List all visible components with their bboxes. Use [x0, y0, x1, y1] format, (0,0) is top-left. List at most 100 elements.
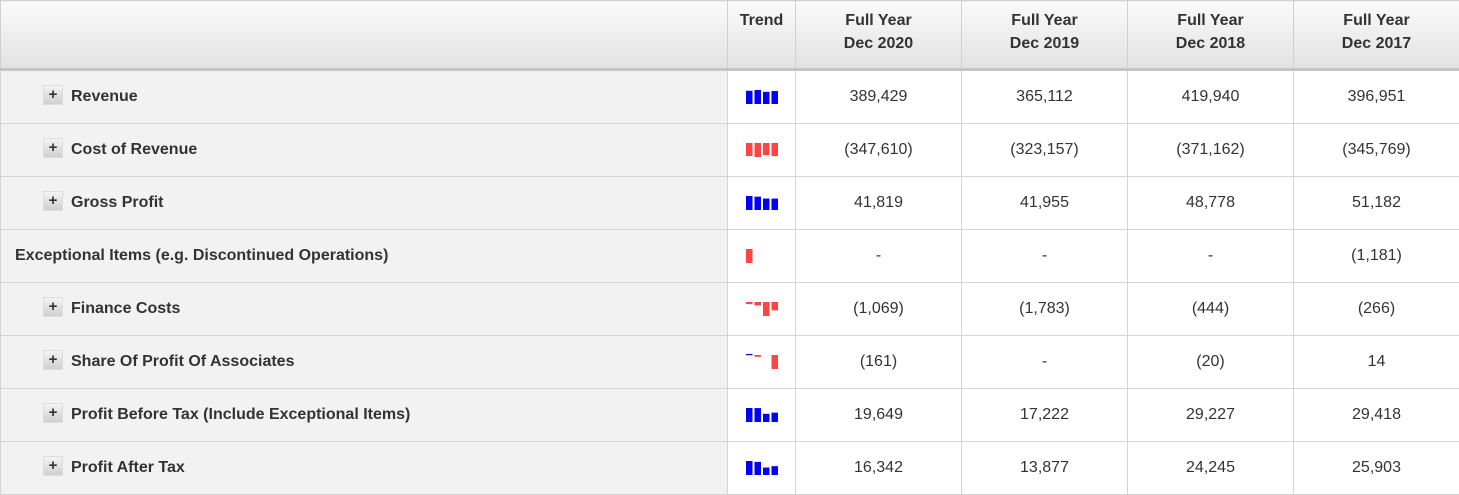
value-cell: 25,903 — [1294, 442, 1459, 495]
value-cell: (1,181) — [1294, 230, 1459, 283]
expand-plus-icon[interactable]: + — [43, 297, 63, 317]
header-line: Dec 2018 — [1129, 32, 1292, 55]
trend-cell — [728, 70, 796, 124]
value-cell: 24,245 — [1128, 442, 1294, 495]
trend-bar — [746, 91, 753, 104]
value-cell: 29,227 — [1128, 389, 1294, 442]
row-label: Exceptional Items (e.g. Discontinued Ope… — [15, 247, 388, 264]
value-cell: (20) — [1128, 336, 1294, 389]
row-label: Profit Before Tax (Include Exceptional I… — [71, 406, 410, 423]
value-cell: (323,157) — [962, 124, 1128, 177]
value-cell: - — [962, 336, 1128, 389]
trend-bar — [746, 408, 753, 422]
trend-bar — [763, 199, 770, 210]
value-cell: - — [962, 230, 1128, 283]
trend-bar — [746, 302, 753, 304]
expand-plus-icon[interactable]: + — [43, 191, 63, 211]
trend-bar — [754, 90, 761, 104]
expand-plus-icon[interactable]: + — [43, 85, 63, 105]
trend-bar — [771, 355, 778, 369]
trend-cell — [728, 442, 796, 495]
trend-bar — [771, 413, 778, 422]
value-cell: (347,610) — [796, 124, 962, 177]
trend-bar — [754, 197, 761, 210]
trend-bar — [771, 199, 778, 210]
row-label-cell: + Profit Before Tax (Include Exceptional … — [1, 389, 728, 442]
value-cell: 51,182 — [1294, 177, 1459, 230]
value-cell: (1,069) — [796, 283, 962, 336]
value-cell: 41,955 — [962, 177, 1128, 230]
trend-sparkline — [745, 142, 779, 158]
value-cell: 16,342 — [796, 442, 962, 495]
value-cell: 14 — [1294, 336, 1459, 389]
table-row: +Share Of Profit Of Associates(161)-(20)… — [1, 336, 1459, 389]
row-label-cell: Exceptional Items (e.g. Discontinued Ope… — [1, 230, 728, 283]
expand-plus-icon[interactable]: + — [43, 138, 63, 158]
value-cell: (266) — [1294, 283, 1459, 336]
trend-bar — [771, 91, 778, 104]
table-row: + Profit Before Tax (Include Exceptional … — [1, 389, 1459, 442]
trend-bar — [746, 354, 753, 355]
trend-cell — [728, 124, 796, 177]
trend-cell — [728, 177, 796, 230]
row-label: Revenue — [71, 88, 138, 105]
header-line: Dec 2019 — [963, 32, 1126, 55]
value-cell: 13,877 — [962, 442, 1128, 495]
trend-bar — [754, 408, 761, 422]
value-cell: 29,418 — [1294, 389, 1459, 442]
value-cell: (1,783) — [962, 283, 1128, 336]
value-cell: 48,778 — [1128, 177, 1294, 230]
header-label — [1, 1, 728, 70]
row-label-cell: + Revenue — [1, 70, 728, 124]
row-label-cell: +Cost of Revenue — [1, 124, 728, 177]
value-cell: - — [1128, 230, 1294, 283]
trend-sparkline — [745, 460, 779, 476]
header-line: Full Year — [1295, 9, 1458, 32]
trend-bar — [746, 461, 753, 475]
trend-sparkline — [745, 248, 779, 264]
row-label-cell: + Gross Profit — [1, 177, 728, 230]
trend-bar — [771, 143, 778, 156]
value-cell: 365,112 — [962, 70, 1128, 124]
trend-bar — [746, 196, 753, 210]
value-cell: 389,429 — [796, 70, 962, 124]
value-cell: - — [796, 230, 962, 283]
table-row: + Finance Costs (1,069)(1,783)(444)(266) — [1, 283, 1459, 336]
row-label: Finance Costs — [71, 300, 180, 317]
trend-sparkline — [745, 89, 779, 105]
table-row: +Cost of Revenue (347,610)(323,157)(371,1… — [1, 124, 1459, 177]
expand-plus-icon[interactable]: + — [43, 350, 63, 370]
trend-sparkline — [745, 407, 779, 423]
trend-bar — [763, 92, 770, 104]
header-line: Full Year — [797, 9, 960, 32]
trend-bar — [754, 143, 761, 157]
expand-plus-icon[interactable]: + — [43, 403, 63, 423]
header-line: Dec 2020 — [797, 32, 960, 55]
value-cell: (444) — [1128, 283, 1294, 336]
row-label-cell: + Finance Costs — [1, 283, 728, 336]
trend-bar — [754, 355, 761, 357]
value-cell: 17,222 — [962, 389, 1128, 442]
trend-bar — [763, 467, 770, 475]
header-trend: Trend — [728, 1, 796, 70]
trend-bar — [771, 302, 778, 310]
row-label-cell: +Profit After Tax — [1, 442, 728, 495]
row-label: Gross Profit — [71, 194, 163, 211]
trend-cell — [728, 230, 796, 283]
value-cell: (371,162) — [1128, 124, 1294, 177]
header-line: Dec 2017 — [1295, 32, 1458, 55]
header-line: Full Year — [1129, 9, 1292, 32]
trend-bar — [763, 414, 770, 422]
trend-bar — [771, 466, 778, 475]
table-row: Exceptional Items (e.g. Discontinued Ope… — [1, 230, 1459, 283]
expand-plus-icon[interactable]: + — [43, 456, 63, 476]
trend-cell — [728, 389, 796, 442]
trend-bar — [754, 302, 761, 305]
row-label: Share Of Profit Of Associates — [71, 353, 294, 370]
